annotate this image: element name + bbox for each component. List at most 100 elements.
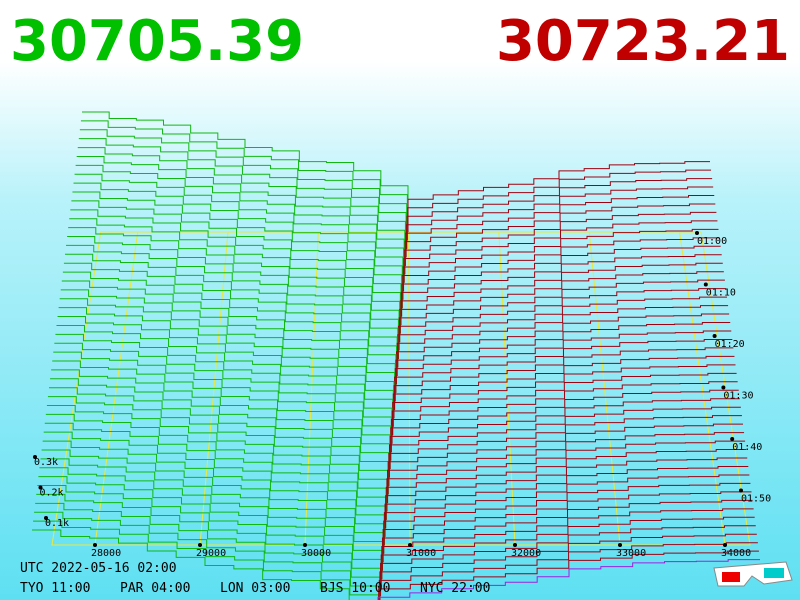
bid-curve: [45, 413, 387, 520]
bid-price: 30705.39: [10, 9, 304, 74]
bid-curve: [70, 209, 402, 326]
bid-curve: [42, 440, 385, 546]
bid-curve: [32, 529, 350, 600]
ask-curve: [397, 296, 728, 368]
bid-curve: [69, 218, 401, 334]
bid-curve: [82, 111, 409, 232]
axis-labels: 28000 29000 30000 31000 32000 33000 34000 01:00…: [33, 231, 771, 559]
bid-curve: [55, 333, 393, 444]
tick-dot: [303, 543, 307, 547]
floor: [51, 231, 751, 546]
bid-curve: [47, 396, 389, 503]
ask-curve: [384, 465, 749, 537]
tick-dot: [38, 485, 43, 490]
ask-curve: [381, 499, 753, 571]
bid-curve: [52, 360, 391, 470]
price-label: 32000: [511, 548, 541, 559]
bid-curve: [51, 369, 390, 478]
ask-curve: [404, 203, 716, 275]
price-label: 28000: [91, 548, 121, 559]
zone-time: NYC 22:00: [420, 581, 490, 596]
bid-curve: [76, 155, 406, 275]
time-label: 01:20: [715, 339, 745, 350]
ask-curve: [404, 194, 715, 266]
bid-curve: [40, 458, 384, 563]
ask-curve: [386, 440, 746, 512]
utc-time: UTC 2022-05-16 02:00: [20, 561, 177, 576]
ask-curve: [393, 347, 734, 419]
ask-curve: [392, 364, 736, 436]
price-label: 34000: [721, 548, 751, 559]
price-label: 33000: [616, 548, 646, 559]
tick-dot: [513, 543, 517, 547]
ask-curve: [394, 338, 733, 410]
bid-curve: [36, 493, 382, 597]
ask-curve: [399, 262, 723, 334]
bid-curve: [73, 182, 404, 300]
price-grid: [94, 231, 139, 546]
ask-curve: [396, 313, 730, 385]
bid-curve: [33, 520, 380, 600]
bid-curve: [72, 191, 403, 309]
ask-curve: [395, 322, 731, 393]
tick-dot: [93, 543, 97, 547]
tick-dot: [723, 543, 727, 547]
bid-curve: [46, 404, 388, 512]
ask-curve: [406, 169, 712, 241]
tick-dot: [408, 543, 412, 547]
ask-curve: [401, 237, 720, 309]
ask-curve: [381, 508, 754, 580]
tick-dot: [695, 231, 699, 235]
bid-curve: [71, 200, 403, 317]
ask-curve: [396, 305, 729, 376]
bid-curve: [54, 342, 392, 453]
ask-curve: [398, 279, 725, 351]
ask-curve: [394, 330, 732, 402]
bid-curve: [78, 138, 407, 258]
ask-curve: [380, 525, 756, 597]
ask-curve: [407, 161, 710, 232]
ask-curve: [390, 381, 738, 453]
ask-curve: [405, 186, 714, 258]
tick-dot: [703, 282, 708, 287]
bid-curve: [66, 244, 399, 360]
ask-curve: [389, 398, 740, 470]
bid-curve: [35, 502, 381, 600]
bid-curve: [74, 173, 405, 292]
bid-curve: [56, 324, 394, 436]
bid-curve: [59, 298, 396, 410]
bid-curve: [75, 164, 405, 283]
tick-dot: [739, 488, 743, 493]
ask-curve: [377, 559, 760, 600]
bid-curve: [79, 129, 408, 249]
ask-curve: [387, 423, 743, 495]
ask-curve: [402, 228, 719, 300]
tick-dot: [730, 437, 735, 441]
ask-curve: [378, 550, 759, 600]
time-label: 01:50: [741, 494, 771, 505]
bid-curve: [53, 351, 392, 461]
ask-curve: [388, 406, 741, 478]
time-label: 01:00: [697, 236, 727, 247]
bid-curve: [63, 262, 398, 376]
ask-curve: [380, 516, 755, 588]
ask-curve: [383, 482, 751, 554]
ask-curve: [399, 271, 724, 343]
ask-curve: [390, 389, 739, 461]
ask-curve: [379, 533, 757, 600]
bid-curve: [39, 467, 383, 571]
tick-dot: [198, 543, 202, 547]
ask-curve: [403, 211, 717, 283]
tick-dot: [712, 334, 717, 338]
bid-curve: [77, 147, 406, 266]
depth-label: 0.3k: [34, 457, 58, 468]
ask-curve: [385, 449, 747, 520]
ask-curve: [385, 457, 748, 529]
time-label: 01:30: [723, 391, 753, 402]
bid-curve: [43, 431, 386, 537]
bid-curve: [58, 307, 395, 419]
glasses-icon: [713, 561, 793, 587]
time-label: 01:10: [706, 288, 736, 299]
